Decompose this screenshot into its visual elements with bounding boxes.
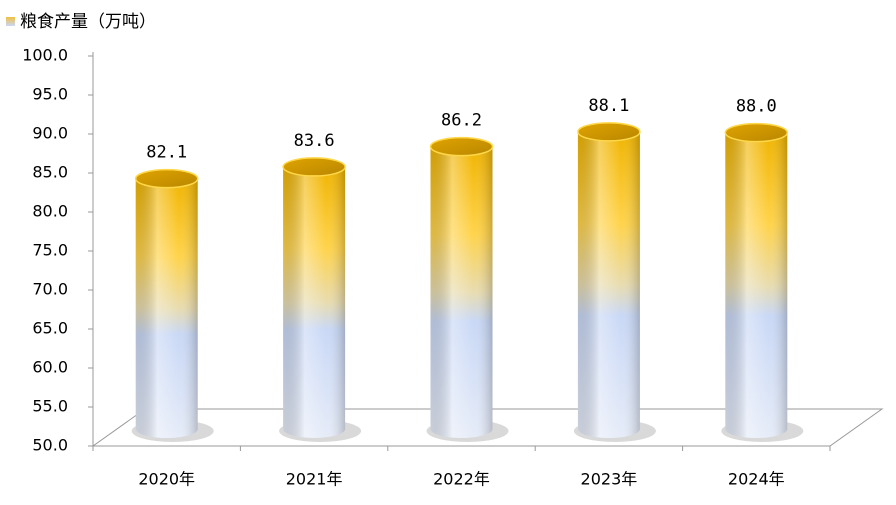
value-label: 86.2 <box>441 111 482 131</box>
y-tick-label: 60.0 <box>32 358 68 377</box>
bar-shade <box>725 132 788 438</box>
bar <box>577 122 641 438</box>
x-tick-label: 2023年 <box>581 470 638 489</box>
bar-top <box>577 122 641 142</box>
bar <box>282 157 346 438</box>
y-tick-label: 95.0 <box>32 85 68 104</box>
y-tick-label: 85.0 <box>32 163 68 182</box>
x-tick-label: 2020年 <box>138 470 195 489</box>
x-tick-label: 2021年 <box>286 470 343 489</box>
value-label: 83.6 <box>294 131 335 151</box>
bar-top <box>429 136 494 157</box>
y-tick-label: 80.0 <box>32 202 68 221</box>
legend-swatch <box>6 17 15 26</box>
y-tick-label: 65.0 <box>32 319 68 338</box>
bar-shade <box>283 166 346 438</box>
x-tick-label: 2024年 <box>728 470 785 489</box>
bar <box>134 168 199 438</box>
bar-shade <box>577 131 640 438</box>
value-label: 82.1 <box>146 143 187 163</box>
y-tick-label: 90.0 <box>32 124 68 143</box>
bar <box>724 122 789 438</box>
legend-label: 粮食产量（万吨） <box>20 12 156 32</box>
bar-top <box>282 157 346 177</box>
bar-top <box>134 168 199 189</box>
bar-shade <box>430 146 493 438</box>
bar <box>429 136 494 438</box>
y-tick-label: 70.0 <box>32 280 68 299</box>
value-label: 88.1 <box>588 96 629 116</box>
y-tick-label: 100.0 <box>22 46 68 65</box>
value-label: 88.0 <box>736 97 777 117</box>
y-tick-label: 50.0 <box>32 436 68 455</box>
bar-shade <box>135 178 198 438</box>
bar-top <box>724 122 789 143</box>
x-tick-label: 2022年 <box>433 470 490 489</box>
y-tick-label: 75.0 <box>32 241 68 260</box>
y-tick-label: 55.0 <box>32 397 68 416</box>
